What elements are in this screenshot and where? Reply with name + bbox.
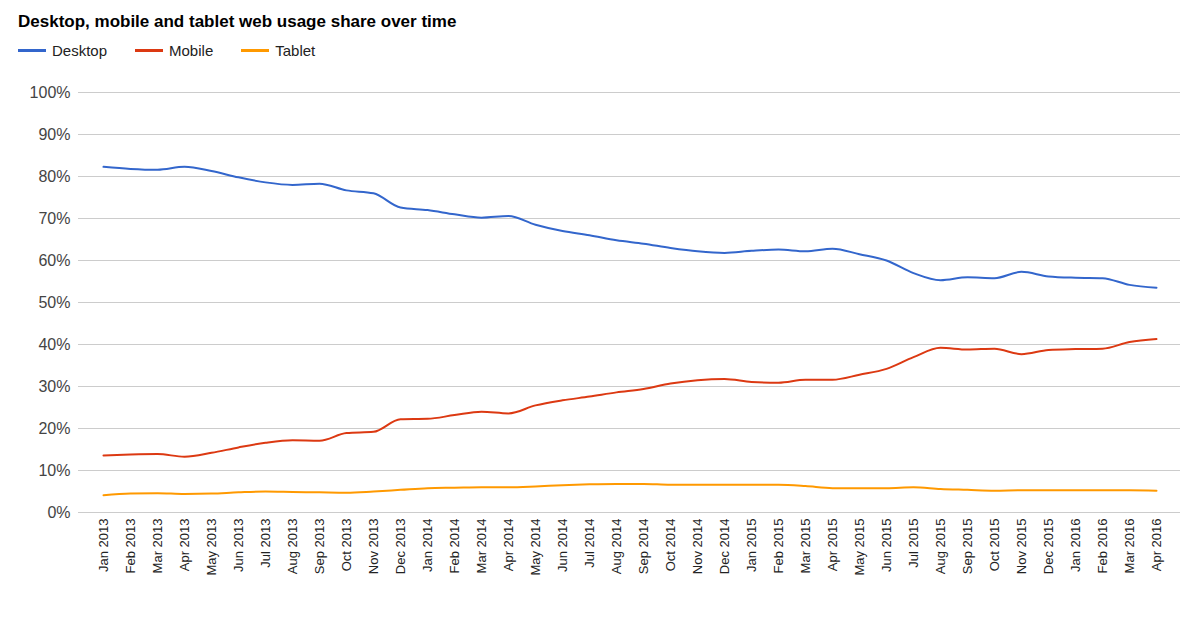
svg-text:Apr 2014: Apr 2014 <box>501 519 516 572</box>
svg-text:Apr 2016: Apr 2016 <box>1149 519 1164 572</box>
svg-text:60%: 60% <box>38 252 70 269</box>
svg-text:Jun 2015: Jun 2015 <box>879 519 894 573</box>
svg-text:Sep 2014: Sep 2014 <box>636 519 651 575</box>
svg-text:Sep 2015: Sep 2015 <box>960 519 975 575</box>
svg-text:Jan 2014: Jan 2014 <box>420 519 435 573</box>
svg-text:May 2014: May 2014 <box>528 519 543 576</box>
svg-text:Feb 2014: Feb 2014 <box>447 519 462 574</box>
svg-text:May 2015: May 2015 <box>852 519 867 576</box>
svg-text:Jun 2014: Jun 2014 <box>555 519 570 573</box>
html-text:Desktop, mobile and tablet web: Desktop, mobile and tablet web usage sha… <box>18 12 457 31</box>
svg-text:80%: 80% <box>38 168 70 185</box>
svg-text:70%: 70% <box>38 210 70 227</box>
html-text:Mobile: Mobile <box>169 42 214 59</box>
svg-text:Feb 2015: Feb 2015 <box>771 519 786 574</box>
svg-text:Mar 2013: Mar 2013 <box>150 519 165 574</box>
svg-text:Jan 2015: Jan 2015 <box>744 519 759 573</box>
svg-text:Aug 2014: Aug 2014 <box>609 519 624 575</box>
svg-text:Dec 2013: Dec 2013 <box>393 519 408 575</box>
svg-text:Mar 2016: Mar 2016 <box>1122 519 1137 574</box>
svg-text:Mar 2015: Mar 2015 <box>798 519 813 574</box>
svg-text:Aug 2015: Aug 2015 <box>933 519 948 575</box>
svg-text:Nov 2015: Nov 2015 <box>1014 519 1029 575</box>
svg-text:Nov 2014: Nov 2014 <box>690 519 705 575</box>
svg-text:Dec 2015: Dec 2015 <box>1041 519 1056 575</box>
svg-text:Aug 2013: Aug 2013 <box>285 519 300 575</box>
svg-text:0%: 0% <box>47 504 70 521</box>
svg-text:10%: 10% <box>38 462 70 479</box>
svg-text:90%: 90% <box>38 126 70 143</box>
svg-text:Jul 2014: Jul 2014 <box>582 519 597 568</box>
svg-text:Feb 2013: Feb 2013 <box>123 519 138 574</box>
svg-text:Apr 2013: Apr 2013 <box>177 519 192 572</box>
svg-text:100%: 100% <box>30 84 71 101</box>
svg-text:Nov 2013: Nov 2013 <box>366 519 381 575</box>
svg-text:Jul 2013: Jul 2013 <box>258 519 273 568</box>
svg-text:Jul 2015: Jul 2015 <box>906 519 921 568</box>
html-text:Tablet: Tablet <box>275 42 316 59</box>
svg-text:Mar 2014: Mar 2014 <box>474 519 489 574</box>
svg-text:Sep 2013: Sep 2013 <box>312 519 327 575</box>
svg-text:50%: 50% <box>38 294 70 311</box>
svg-text:40%: 40% <box>38 336 70 353</box>
svg-text:Feb 2016: Feb 2016 <box>1095 519 1110 574</box>
svg-text:20%: 20% <box>38 420 70 437</box>
svg-text:Jun 2013: Jun 2013 <box>231 519 246 573</box>
svg-text:Oct 2013: Oct 2013 <box>339 519 354 572</box>
html-text:Desktop: Desktop <box>52 42 107 59</box>
svg-text:Apr 2015: Apr 2015 <box>825 519 840 572</box>
svg-text:Oct 2015: Oct 2015 <box>987 519 1002 572</box>
svg-text:Oct 2014: Oct 2014 <box>663 519 678 572</box>
svg-text:Jan 2016: Jan 2016 <box>1068 519 1083 573</box>
svg-text:Jan 2013: Jan 2013 <box>96 519 111 573</box>
svg-text:Dec 2014: Dec 2014 <box>717 519 732 575</box>
svg-text:30%: 30% <box>38 378 70 395</box>
svg-text:May 2013: May 2013 <box>204 519 219 576</box>
